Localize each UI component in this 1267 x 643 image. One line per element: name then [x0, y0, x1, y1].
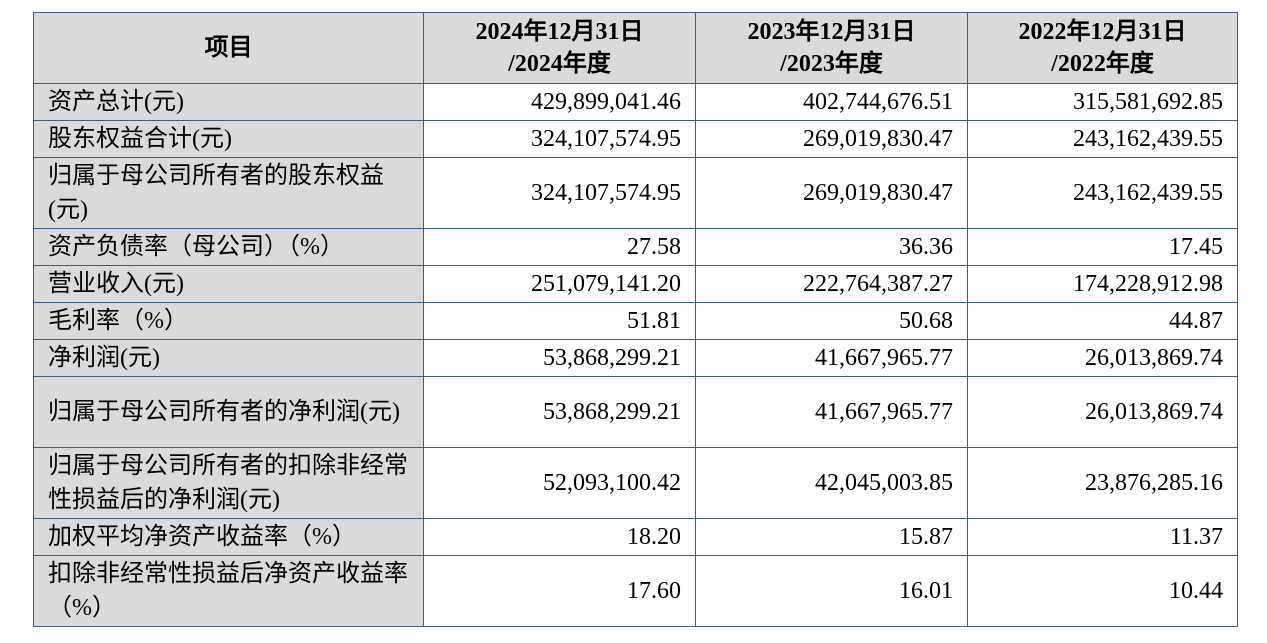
table-row: 加权平均净资产收益率（%） 18.20 15.87 11.37: [33, 518, 1238, 556]
cell-value: 11.37: [967, 518, 1238, 556]
cell-value: 243,162,439.55: [967, 157, 1238, 229]
cell-value: 243,162,439.55: [967, 120, 1238, 158]
cell-value: 26,013,869.74: [967, 376, 1238, 448]
cell-value: 269,019,830.47: [695, 120, 968, 158]
cell-value: 402,744,676.51: [695, 83, 968, 121]
row-label: 营业收入(元): [33, 265, 424, 303]
table-row: 归属于母公司所有者的扣除非经常性损益后的净利润(元) 52,093,100.42…: [33, 447, 1238, 519]
header-period-2023: 2023年12月31日 /2023年度: [695, 12, 968, 84]
table-row: 归属于母公司所有者的净利润(元) 53,868,299.21 41,667,96…: [33, 376, 1238, 448]
cell-value: 324,107,574.95: [423, 157, 696, 229]
row-label: 资产负债率（母公司）（%）: [33, 228, 424, 266]
table-row: 扣除非经常性损益后净资产收益率（%） 17.60 16.01 10.44: [33, 555, 1238, 627]
cell-value: 50.68: [695, 302, 968, 340]
cell-value: 36.36: [695, 228, 968, 266]
row-label: 资产总计(元): [33, 83, 424, 121]
cell-value: 315,581,692.85: [967, 83, 1238, 121]
table-row: 归属于母公司所有者的股东权益(元) 324,107,574.95 269,019…: [33, 157, 1238, 229]
header-period-date: 2024年12月31日: [475, 19, 644, 45]
row-label: 净利润(元): [33, 339, 424, 377]
cell-value: 41,667,965.77: [695, 376, 968, 448]
cell-value: 53,868,299.21: [423, 339, 696, 377]
table-row: 营业收入(元) 251,079,141.20 222,764,387.27 17…: [33, 265, 1238, 303]
cell-value: 52,093,100.42: [423, 447, 696, 519]
cell-value: 51.81: [423, 302, 696, 340]
row-label: 归属于母公司所有者的股东权益(元): [33, 157, 424, 229]
header-period-date: 2023年12月31日: [747, 19, 916, 45]
cell-value: 18.20: [423, 518, 696, 556]
table-header-row: 项目 2024年12月31日 /2024年度 2023年12月31日 /2023…: [33, 12, 1238, 84]
cell-value: 15.87: [695, 518, 968, 556]
cell-value: 44.87: [967, 302, 1238, 340]
header-item: 项目: [33, 12, 424, 84]
table-row: 股东权益合计(元) 324,107,574.95 269,019,830.47 …: [33, 120, 1238, 158]
cell-value: 17.45: [967, 228, 1238, 266]
cell-value: 429,899,041.46: [423, 83, 696, 121]
cell-value: 23,876,285.16: [967, 447, 1238, 519]
table-row: 资产总计(元) 429,899,041.46 402,744,676.51 31…: [33, 83, 1238, 121]
header-period-2024: 2024年12月31日 /2024年度: [423, 12, 696, 84]
table-row: 资产负债率（母公司）（%） 27.58 36.36 17.45: [33, 228, 1238, 266]
cell-value: 27.58: [423, 228, 696, 266]
row-label: 归属于母公司所有者的扣除非经常性损益后的净利润(元): [33, 447, 424, 519]
table-row: 净利润(元) 53,868,299.21 41,667,965.77 26,01…: [33, 339, 1238, 377]
cell-value: 251,079,141.20: [423, 265, 696, 303]
financial-data-table: 项目 2024年12月31日 /2024年度 2023年12月31日 /2023…: [33, 12, 1238, 627]
header-period-date: 2022年12月31日: [1018, 19, 1187, 45]
cell-value: 16.01: [695, 555, 968, 627]
cell-value: 41,667,965.77: [695, 339, 968, 377]
cell-value: 53,868,299.21: [423, 376, 696, 448]
row-label: 加权平均净资产收益率（%）: [33, 518, 424, 556]
header-period-year: /2022年度: [1051, 51, 1154, 77]
cell-value: 10.44: [967, 555, 1238, 627]
row-label: 扣除非经常性损益后净资产收益率（%）: [33, 555, 424, 627]
header-period-2022: 2022年12月31日 /2022年度: [967, 12, 1238, 84]
cell-value: 42,045,003.85: [695, 447, 968, 519]
table-row: 毛利率（%） 51.81 50.68 44.87: [33, 302, 1238, 340]
row-label: 毛利率（%）: [33, 302, 424, 340]
header-period-year: /2024年度: [508, 51, 611, 77]
cell-value: 174,228,912.98: [967, 265, 1238, 303]
cell-value: 324,107,574.95: [423, 120, 696, 158]
header-period-year: /2023年度: [780, 51, 883, 77]
row-label: 归属于母公司所有者的净利润(元): [33, 376, 424, 448]
cell-value: 17.60: [423, 555, 696, 627]
cell-value: 26,013,869.74: [967, 339, 1238, 377]
row-label: 股东权益合计(元): [33, 120, 424, 158]
cell-value: 269,019,830.47: [695, 157, 968, 229]
cell-value: 222,764,387.27: [695, 265, 968, 303]
